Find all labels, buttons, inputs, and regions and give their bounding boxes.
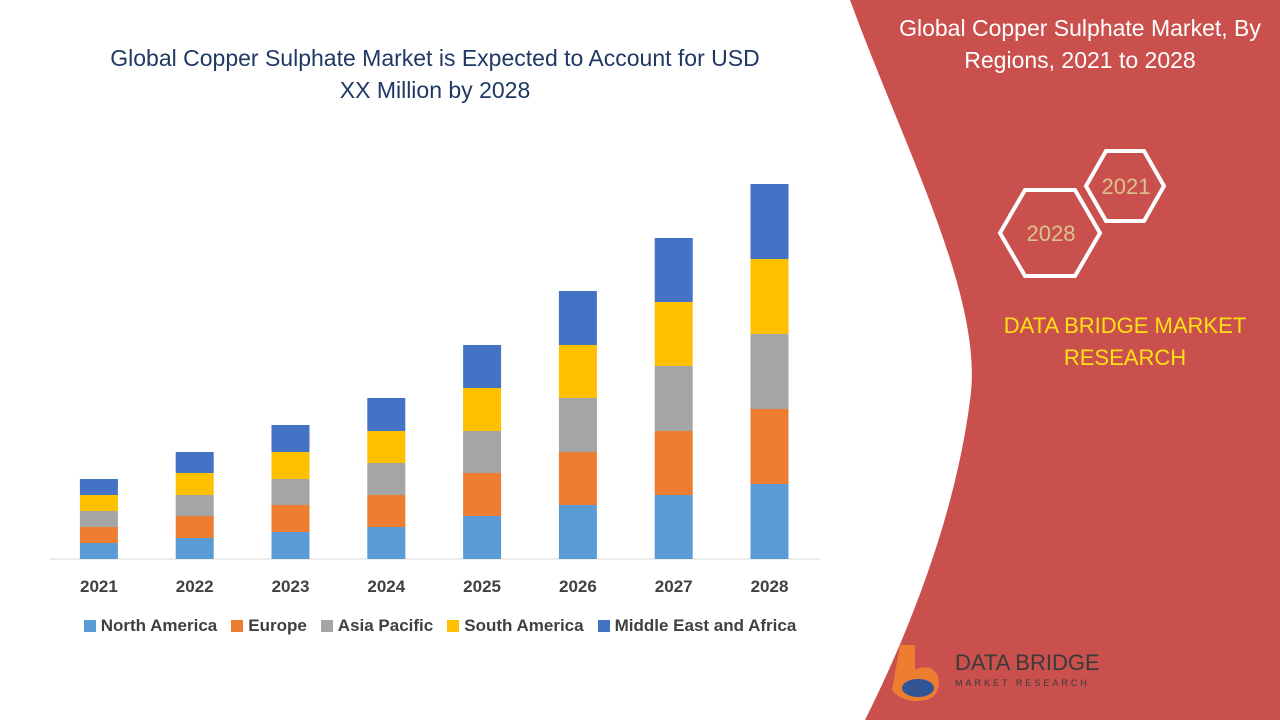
bar-segment (463, 431, 502, 473)
legend-swatch (231, 620, 244, 632)
x-tick-label: 2028 (751, 577, 789, 596)
bar-segment (271, 425, 310, 452)
bar-segment (271, 505, 310, 532)
legend-item: Middle East and Africa (597, 616, 797, 636)
bar-segment (558, 291, 597, 345)
bar-segment (271, 532, 310, 559)
hex-label: 2021 (1102, 174, 1151, 199)
legend-item: Asia Pacific (320, 616, 434, 636)
hex-label: 2028 (1027, 221, 1076, 246)
bar-segment (463, 345, 502, 388)
bar-segment (175, 452, 214, 473)
bar-segment (271, 452, 310, 479)
panel-title: Global Copper Sulphate Market, By Region… (899, 15, 1261, 73)
side-panel (850, 0, 1280, 720)
bar-segment (175, 516, 214, 538)
bar-segment (654, 495, 693, 559)
bar-segment (79, 527, 118, 543)
logo-name: DATA BRIDGE (955, 650, 1100, 675)
bar-segment (750, 184, 789, 259)
bar-segment (367, 398, 406, 431)
bar-segment (463, 516, 502, 559)
x-tick-label: 2022 (176, 577, 214, 596)
bar-segment (463, 388, 502, 431)
bar-segment (367, 527, 406, 559)
logo-sub: MARKET RESEARCH (955, 678, 1090, 688)
legend-item: Europe (231, 616, 307, 636)
legend-swatch (447, 620, 460, 632)
bar-segment (654, 302, 693, 366)
bar-segment (367, 495, 406, 527)
bar-segment (79, 511, 118, 527)
x-tick-label: 2024 (367, 577, 405, 596)
bar-segment (558, 345, 597, 398)
bar-segment (558, 398, 597, 452)
bar-segment (750, 259, 789, 334)
bar-segment (558, 452, 597, 505)
chart-title: Global Copper Sulphate Market is Expecte… (110, 45, 760, 103)
legend-label: South America (464, 616, 584, 635)
bar-segment (79, 543, 118, 559)
legend-item: South America (447, 616, 584, 636)
legend-item: North America (83, 616, 218, 636)
bar-segment (654, 238, 693, 302)
legend-label: Asia Pacific (337, 616, 434, 635)
logo-mark (902, 679, 934, 697)
bar-segment (654, 431, 693, 495)
legend-swatch (597, 620, 610, 632)
bar-segment (750, 409, 789, 484)
bar-segment (654, 366, 693, 431)
bar-segment (750, 484, 789, 559)
legend: North America Europe Asia Pacific South Ame… (40, 616, 840, 636)
bar-segment (750, 334, 789, 409)
x-tick-label: 2026 (559, 577, 597, 596)
bar-segment (175, 495, 214, 516)
bar-segment (79, 495, 118, 511)
bar-segment (367, 463, 406, 495)
x-tick-label: 2025 (463, 577, 501, 596)
x-tick-label: 2027 (655, 577, 693, 596)
bar-segment (367, 431, 406, 463)
x-tick-label: 2021 (80, 577, 118, 596)
legend-swatch (83, 620, 96, 632)
brand: DATA BRIDGE MARKET RESEARCH (1003, 313, 1247, 370)
bar-segment (79, 479, 118, 495)
legend-label: Europe (248, 616, 307, 635)
x-tick-label: 2023 (272, 577, 310, 596)
legend-label: North America (100, 616, 218, 635)
bar-segment (271, 479, 310, 505)
hexagon (1083, 149, 1167, 223)
hexagon (997, 188, 1103, 278)
legend-label: Middle East and Africa (614, 616, 797, 635)
bar-segment (175, 538, 214, 559)
bar-segment (175, 473, 214, 495)
bar-segment (558, 505, 597, 559)
bar-segment (463, 473, 502, 516)
legend-swatch (320, 620, 333, 632)
